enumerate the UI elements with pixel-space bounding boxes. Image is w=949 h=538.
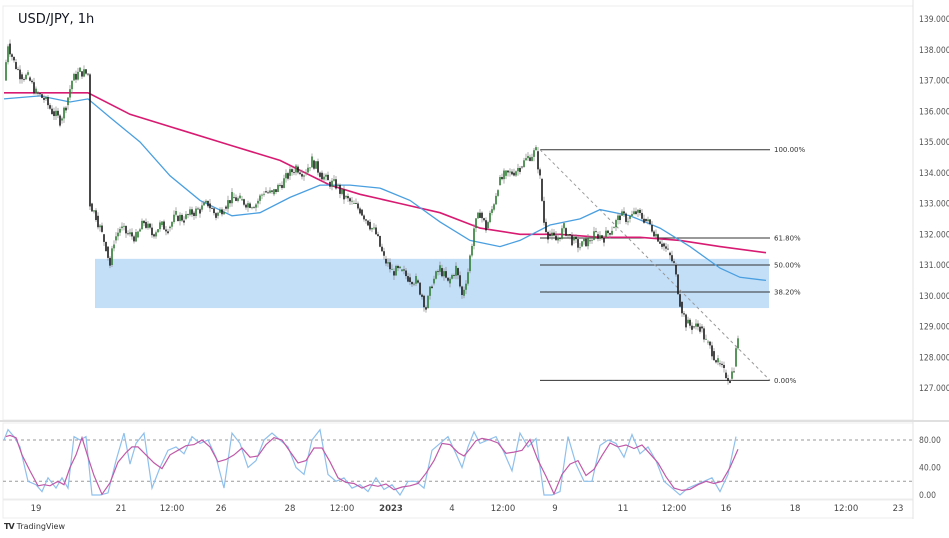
price-axis-label: 127.000 [919,384,949,394]
time-axis-label: 12:00 [330,504,355,514]
time-axis-label: 26 [216,504,227,514]
fib-level-label: 100.00% [774,146,805,154]
stochastic-d-line[interactable] [5,434,739,496]
time-axis-label: 21 [116,504,127,514]
time-axis-label: 12:00 [662,504,687,514]
time-axis-label: 11 [618,504,629,514]
time-axis-label: 9 [552,504,557,514]
time-axis-label: 16 [721,504,732,514]
price-axis-label: 136.000 [919,107,949,117]
price-axis-label: 135.000 [919,138,949,148]
price-axis-label: 129.000 [919,323,949,333]
moving-average-slow[interactable] [4,92,767,254]
symbol-title: USD/JPY, 1h [18,12,95,27]
tradingview-text: TradingView [16,522,65,531]
fib-level-label: 61.80% [774,234,801,242]
time-axis[interactable] [2,499,914,519]
time-axis-label: 2023 [379,504,403,514]
price-pane[interactable] [2,5,914,421]
time-axis-label: 18 [790,504,801,514]
price-axis-label: 137.000 [919,77,949,87]
price-axis-label: 138.000 [919,46,949,56]
moving-average-fast[interactable] [3,95,767,282]
time-axis-label: 12:00 [160,504,185,514]
price-axis-label: 131.000 [919,261,949,271]
stochastic-axis-label: 80.00 [919,436,941,446]
stochastic-k-line[interactable] [3,428,737,497]
fib-level-label: 0.00% [774,377,797,385]
fib-trend-line[interactable] [539,149,771,381]
price-axis-label: 132.000 [919,230,949,240]
tradingview-branding: TV TradingView [4,522,65,531]
stochastic-axis-label: 40.00 [919,464,941,474]
price-axis-label: 133.000 [919,200,949,210]
stochastic-axis-label: 0.00 [919,491,936,501]
time-axis-label: 19 [31,504,42,514]
price-axis-label: 134.000 [919,169,949,179]
time-axis-label: 12:00 [491,504,516,514]
stochastic-pane[interactable] [2,422,914,500]
fib-level-label: 50.00% [774,262,801,270]
time-axis-label: 12:00 [834,504,859,514]
time-axis-label: 23 [893,504,904,514]
time-axis-label: 4 [449,504,454,514]
price-axis-label: 139.000 [919,15,949,25]
candlesticks[interactable] [5,39,739,385]
price-axis-label: 130.000 [919,292,949,302]
support-zone-rect[interactable] [95,258,769,309]
price-axis-label: 128.000 [919,353,949,363]
tradingview-logo-icon: TV [4,522,15,531]
fib-level-label: 38.20% [774,289,801,297]
time-axis-label: 28 [285,504,296,514]
